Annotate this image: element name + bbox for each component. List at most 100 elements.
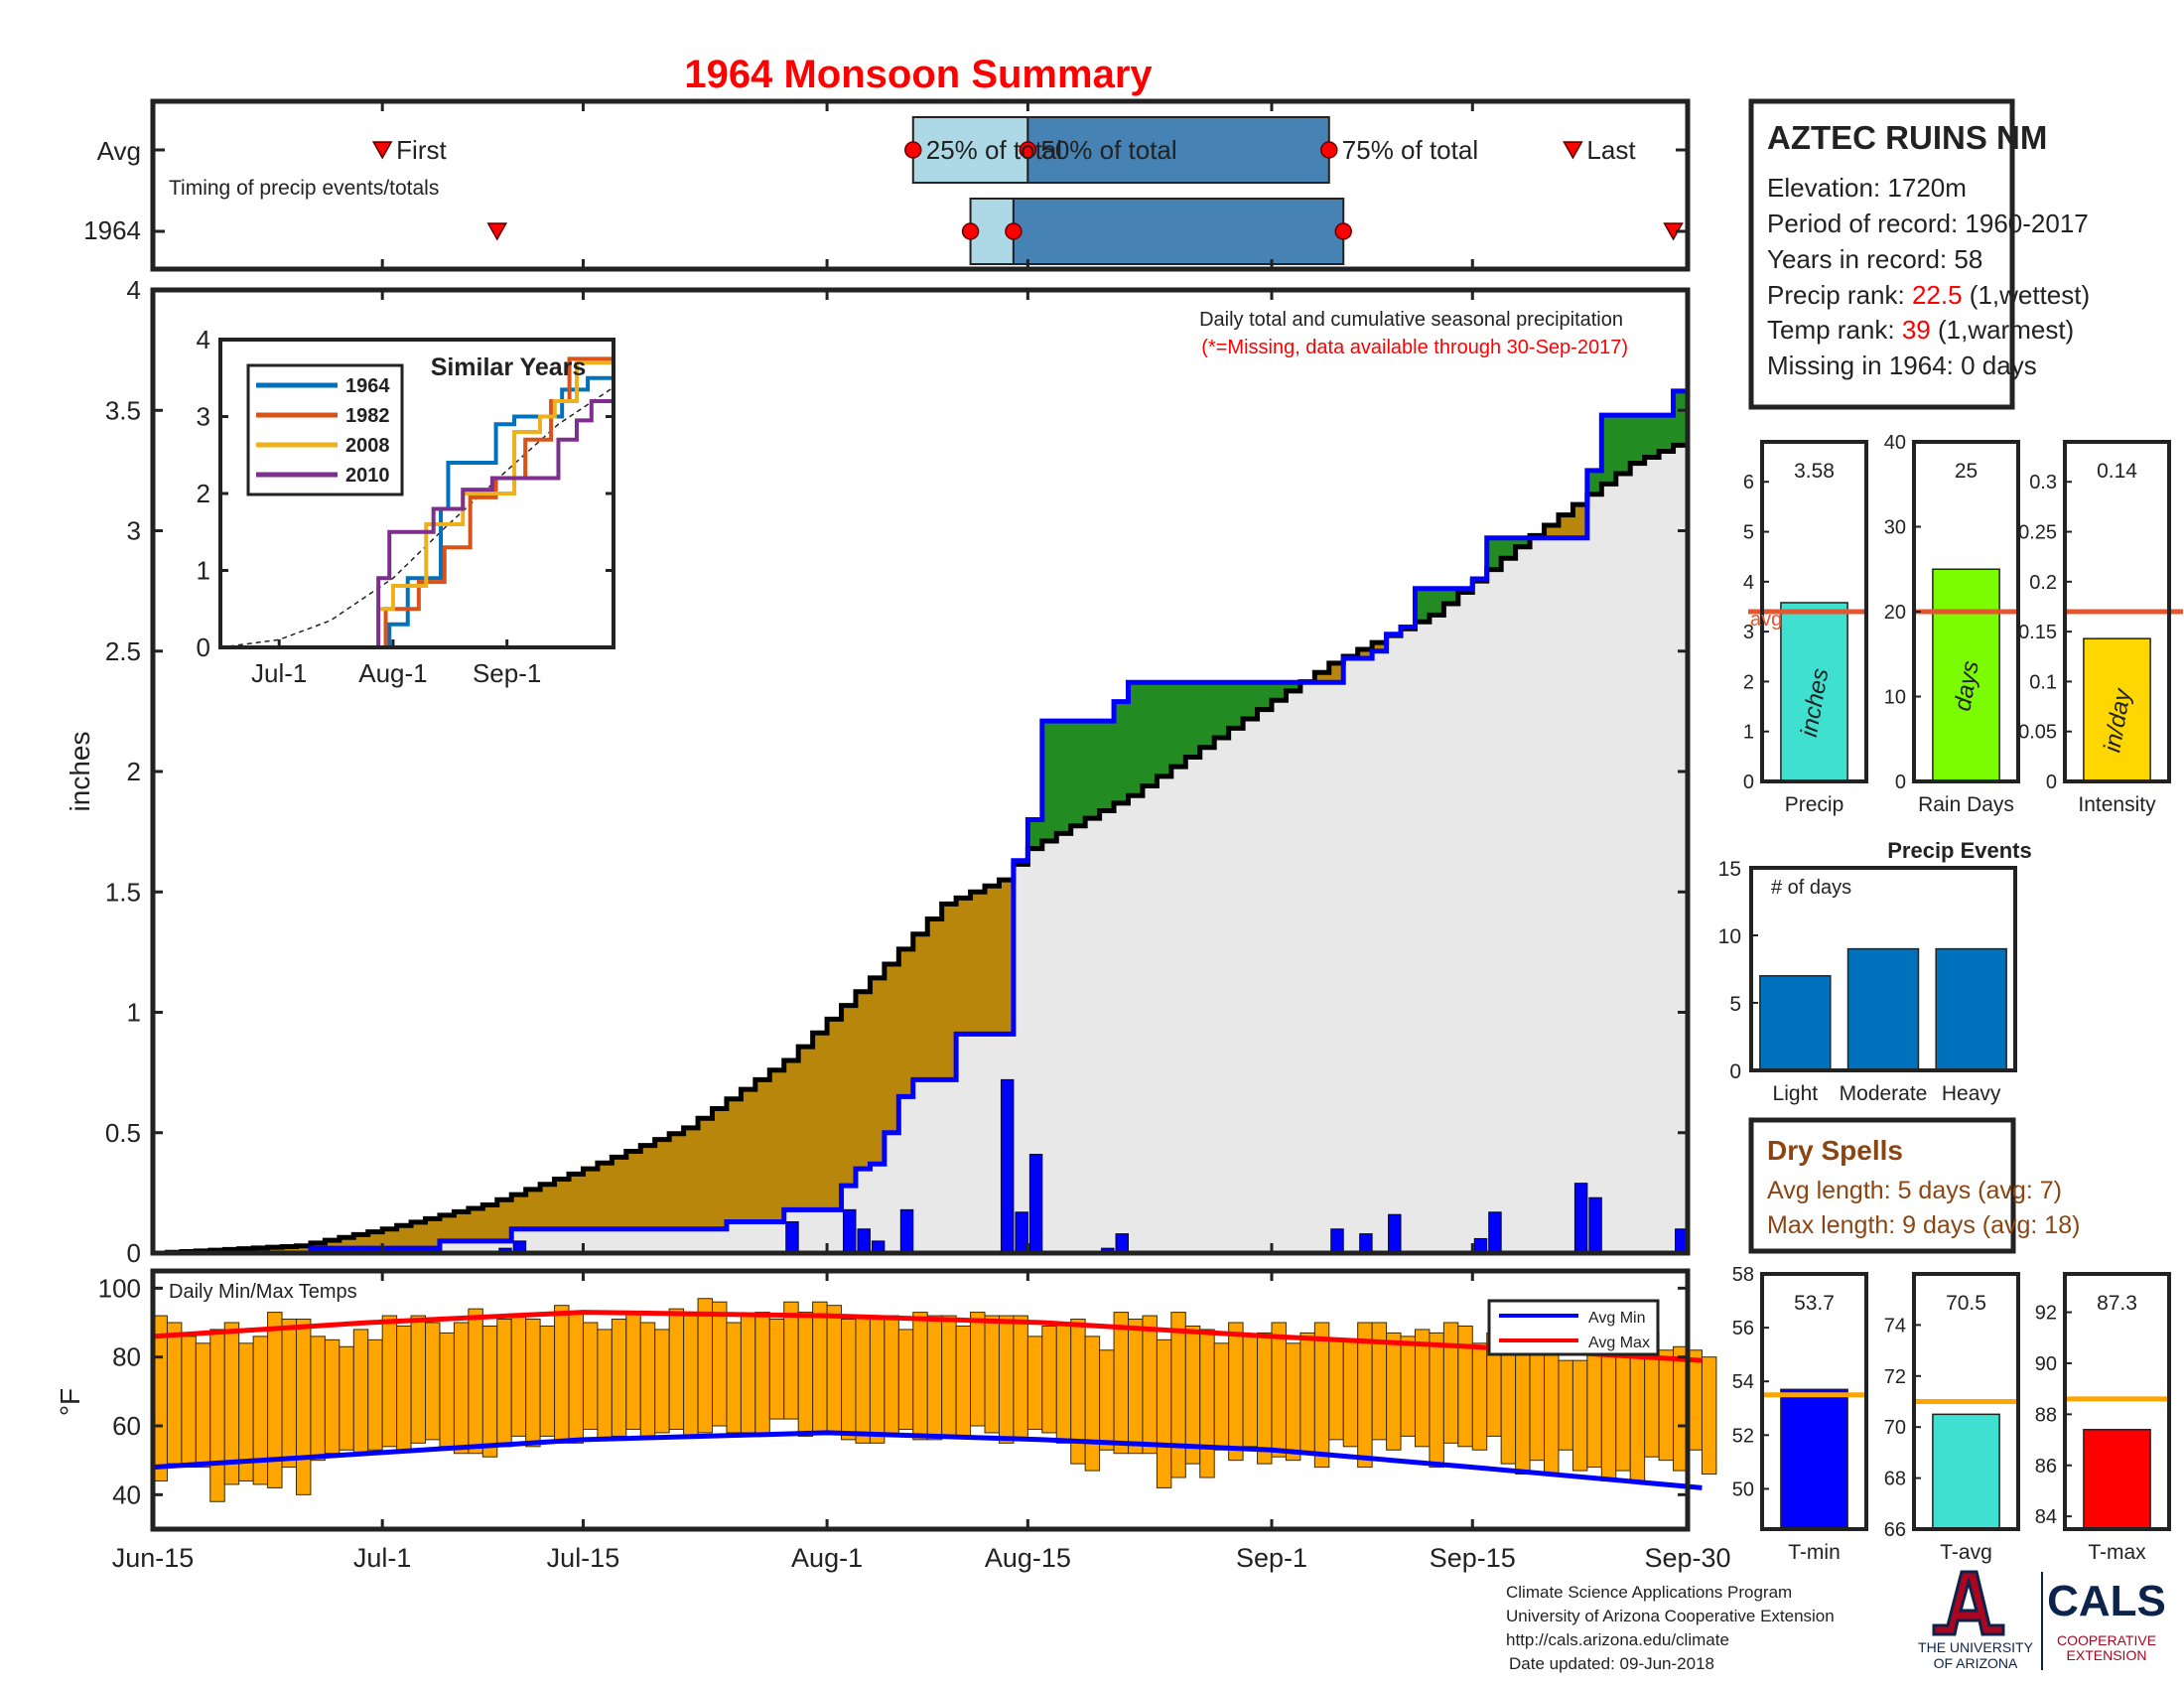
summary-bar-ytick-label: 30 [1884,517,1906,539]
daily-precip-bar [1028,1154,1043,1254]
university-of-arizona-logo: THE UNIVERSITY OF ARIZONA CALS COOPERATI… [1918,1570,2166,1671]
year-area-cell [640,1229,655,1253]
cumulative-background-cell [1257,682,1273,1253]
dry-spells-title: Dry Spells [1767,1135,1903,1166]
daily-temp-bar [841,1319,857,1441]
daily-temp-bar [1400,1336,1416,1437]
cumulative-background-cell [1630,415,1646,1254]
inset-legend-label: 2010 [345,465,390,487]
summary-bar-intensity: 0.14Intensity00.050.10.150.20.250.3in/da… [2018,440,2183,816]
daily-precip-bar [1359,1233,1373,1254]
daily-precip-bar [1488,1211,1502,1254]
year-area-cell [1300,682,1315,1253]
summary-bar-value-label: 25 [1955,460,1978,483]
daily-temp-bar [783,1301,799,1420]
surplus-fill-cell [1099,721,1115,811]
daily-temp-bar [1471,1342,1488,1451]
daily-temp-bar [1099,1349,1115,1451]
inset-series-line-2010 [220,399,614,649]
daily-temp-bar [926,1315,943,1441]
cumulative-background-cell [1601,415,1617,1254]
summary-bar-ytick-label: 0.15 [2018,622,2057,643]
main-ylabel: inches [65,732,95,812]
year-area-cell [1329,682,1344,1253]
daily-temp-bar [1257,1332,1273,1465]
year-area-cell [1387,634,1402,1253]
surplus-fill-cell [1586,470,1602,494]
deficit-fill-cell [1357,649,1373,659]
surplus-fill-cell [1056,721,1072,834]
inset-ytick-label: 4 [197,325,210,354]
cumulative-background-cell [1214,682,1230,1253]
x-axis-date-label: Jul-1 [353,1543,412,1573]
daily-temp-bar [1571,1359,1588,1472]
summary-bar-label: T-min [1788,1541,1841,1564]
summary-bar-ytick-label: 40 [1884,432,1906,454]
daily-temp-bar [1271,1322,1287,1458]
deficit-fill-cell [396,1225,412,1249]
daily-temp-bar [1055,1322,1072,1444]
inset-legend: 1964 1982 2008 2010 [256,375,390,487]
inset-title: Similar Years [431,353,587,381]
summary-bar-ytick-label: 90 [2035,1353,2057,1375]
year-area-cell [755,1221,770,1253]
main-ytick-label: 2 [127,757,141,786]
temp-bars [152,1298,1717,1502]
deficit-fill-cell [496,1199,512,1241]
inset-ytick-label: 0 [197,633,210,662]
daily-temp-bar [1128,1319,1144,1455]
cumulative-background-cell [1472,579,1488,1253]
summary-bar-value-label: 87.3 [2097,1292,2137,1315]
deficit-fill-cell [296,1245,312,1253]
year-area-cell [598,1229,613,1253]
deficit-fill-cell [569,1174,585,1229]
daily-temp-bar [496,1319,512,1448]
cumulative-background-cell [1415,588,1431,1253]
temp-ytick-label: 40 [112,1479,141,1509]
footer-line-3: http://cals.arizona.edu/climate [1506,1630,1729,1649]
year-area-cell [684,1229,699,1253]
daily-temp-bar [1658,1349,1675,1462]
cumulative-background-cell [1673,390,1689,1254]
inset-ytick-label: 3 [197,402,210,432]
figure-title: 1964 Monsoon Summary [684,53,1153,96]
summary-bar-value [1780,1388,1848,1530]
daily-precip-bar [1588,1196,1602,1254]
cals-wordmark: CALS [2047,1577,2166,1625]
deficit-fill-cell [741,1089,756,1222]
station-years: Years in record: 58 [1767,244,1982,274]
daily-temp-bar [554,1305,570,1444]
deficit-fill-cell [654,1139,670,1229]
summary-bar-avg-label: avg [1750,609,1782,631]
year-area-cell [1200,682,1215,1253]
dry-spells-frame [1748,1117,2016,1254]
timing-label-50: 50% of total [1040,135,1176,165]
deficit-fill-cell [597,1163,613,1229]
station-elevation: Elevation: 1720m [1767,173,1967,203]
cumulative-background-cell [1070,721,1086,1253]
surplus-fill-cell [1070,721,1086,826]
deficit-fill-cell [454,1211,470,1241]
inset-ytick-label: 2 [197,479,210,508]
cumulative-background-cell [1615,415,1631,1254]
surplus-fill-cell [1243,682,1259,719]
summary-bar-ytick-label: 54 [1732,1371,1754,1393]
year-area-cell [798,1209,813,1253]
x-axis-date-label: Aug-1 [791,1543,863,1573]
deficit-fill-cell [669,1133,685,1229]
timing-percentile-dot [1320,141,1338,159]
cumulative-background-cell [1114,701,1130,1253]
avg-cumulative-line [153,442,1688,1256]
summary-bar-value [2083,637,2151,782]
summary-bar-ytick-label: 0.05 [2018,722,2057,744]
year-area-cell [583,1229,598,1253]
deficit-fill-cell [367,1231,383,1249]
x-axis-date-label: Sep-1 [1236,1543,1307,1573]
year-area-cell [1659,415,1674,1253]
cumulative-background-cell [1515,537,1531,1253]
cumulative-background-cell [1572,504,1588,1254]
summary-bar-t-max: 87.3 T-max 84 86 88 90 92 [2035,1272,2171,1564]
timing-panel: Avg 1964 Timing of precip events/totals … [83,98,1691,272]
main-ytick-label: 3.5 [105,395,141,425]
